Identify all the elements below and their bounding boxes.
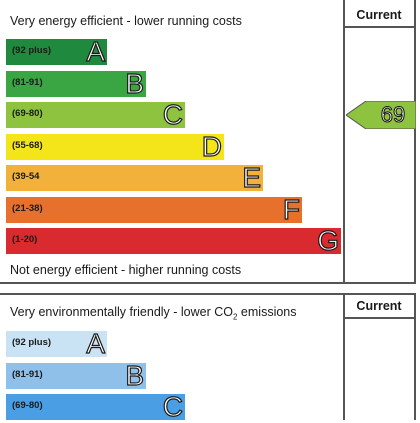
band-a: (92 plus) A	[6, 327, 107, 360]
band-letter: A	[86, 35, 106, 67]
current-column-header: Current	[356, 8, 402, 22]
panel-bottom-border	[0, 282, 416, 284]
column-divider	[414, 0, 416, 282]
band-c: (69-80) C	[6, 98, 185, 131]
band-letter: G	[317, 224, 340, 256]
current-column-header: Current	[356, 299, 402, 313]
header-divider	[343, 26, 416, 28]
band-range-label: (81-91)	[12, 76, 43, 88]
band-range-label: (21-38)	[12, 202, 43, 214]
band-letter: C	[162, 98, 183, 130]
band-letter: B	[125, 67, 145, 99]
current-rating-value: 69	[380, 101, 406, 127]
band-range-label: (92 plus)	[12, 337, 52, 348]
band-a: (92 plus) A	[6, 35, 107, 68]
header-divider	[343, 317, 416, 319]
band-g: (1-20) G	[6, 224, 341, 257]
band-range-label: (1-20)	[12, 234, 38, 245]
chart-title: Very energy efficient - lower running co…	[10, 14, 242, 28]
environmental-impact-chart: Very environmentally friendly - lower CO…	[0, 293, 420, 423]
band-range-label: (81-91)	[12, 368, 43, 380]
column-divider	[414, 293, 416, 420]
band-letter: E	[242, 161, 262, 193]
chart-title: Very environmentally friendly - lower CO…	[10, 305, 297, 322]
band-letter: A	[86, 327, 106, 359]
band-range-label: (55-68)	[12, 139, 43, 151]
energy-efficiency-chart: Very energy efficient - lower running co…	[0, 0, 416, 284]
band-letter: F	[282, 193, 300, 225]
column-divider	[343, 0, 345, 282]
band-range-label: (69-80)	[12, 108, 43, 119]
panel-top-border	[0, 293, 416, 295]
band-range-label: (92 plus)	[12, 45, 52, 56]
current-rating-arrow: 69	[346, 101, 416, 129]
band-letter: D	[201, 130, 222, 162]
column-divider	[343, 293, 345, 420]
band-range-label: (69-80)	[12, 400, 43, 411]
chart-footer: Not energy efficient - higher running co…	[10, 263, 242, 277]
band-b: (81-91) B	[6, 359, 146, 391]
band-range-label: (39-54	[12, 171, 40, 182]
band-f: (21-38) F	[6, 193, 302, 225]
band-letter: B	[125, 359, 145, 391]
band-e: (39-54 E	[6, 161, 263, 194]
band-letter: C	[162, 390, 183, 422]
band-c: (69-80) C	[6, 390, 185, 423]
band-b: (81-91) B	[6, 67, 146, 99]
band-d: (55-68) D	[6, 130, 224, 162]
